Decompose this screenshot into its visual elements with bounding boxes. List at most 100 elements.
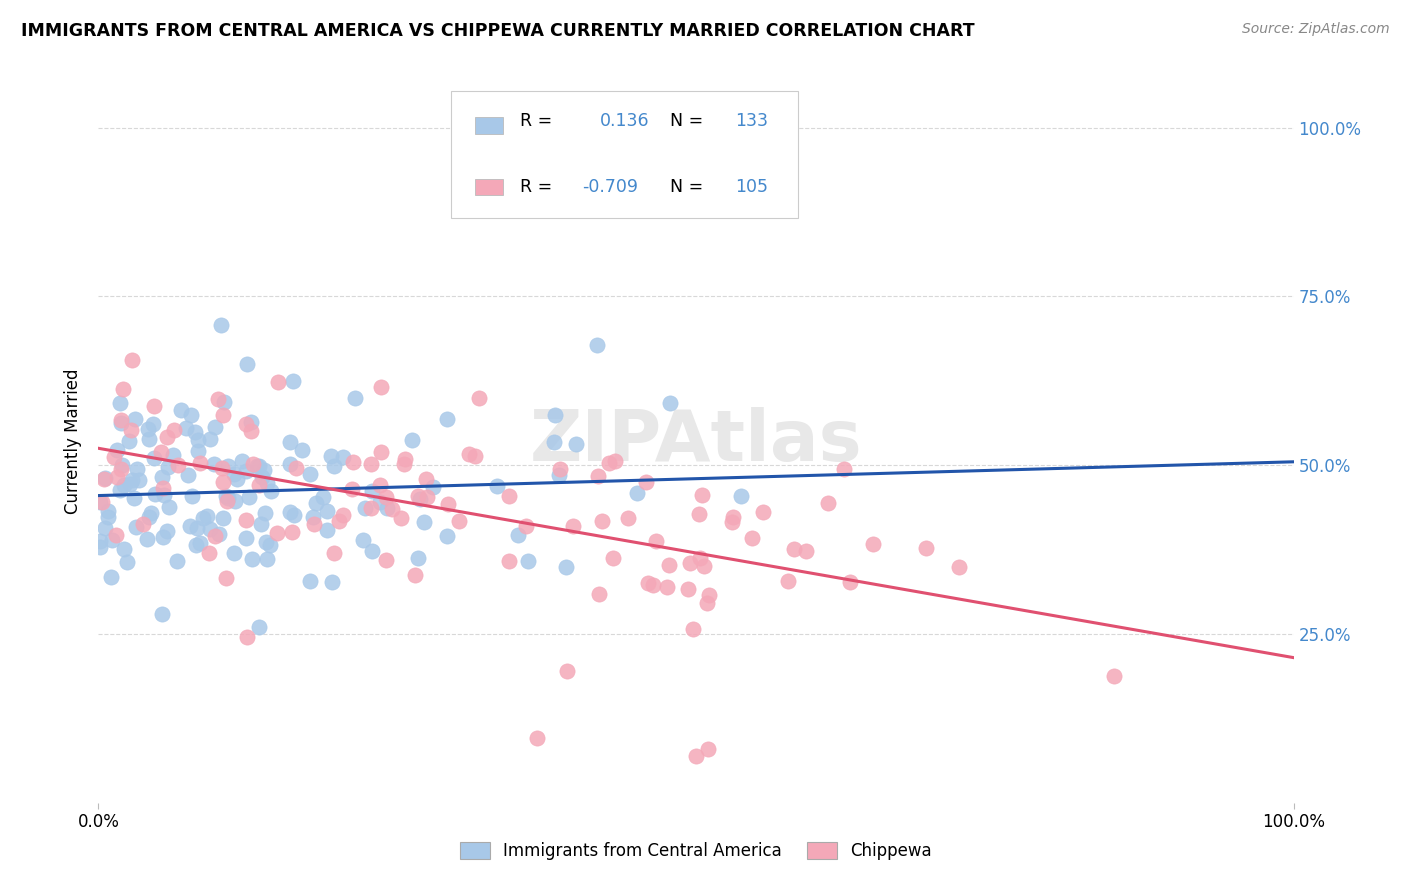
Point <box>105 442 128 457</box>
Point <box>121 353 143 368</box>
Point <box>564 437 586 451</box>
Point <box>404 568 426 582</box>
Point <box>247 619 270 633</box>
Text: R =: R = <box>520 178 558 195</box>
Point <box>101 533 124 547</box>
Point <box>135 533 157 547</box>
Point <box>242 458 264 472</box>
Point <box>91 495 114 509</box>
Point <box>143 399 166 413</box>
Point <box>204 529 226 543</box>
Point <box>112 541 135 556</box>
Point <box>224 493 246 508</box>
Point <box>298 467 321 481</box>
Point <box>340 482 363 496</box>
Point <box>817 496 839 510</box>
Point <box>198 522 221 536</box>
Point <box>112 478 135 492</box>
Point <box>93 472 115 486</box>
Point <box>187 433 209 447</box>
Point <box>188 456 211 470</box>
Point <box>468 391 491 405</box>
Point <box>291 442 314 457</box>
Point <box>547 468 569 483</box>
Point <box>163 424 186 438</box>
Point <box>655 580 678 594</box>
Point <box>353 501 375 516</box>
Point <box>215 489 238 503</box>
Point <box>370 380 392 394</box>
Point <box>105 469 128 483</box>
Point <box>598 456 620 470</box>
Point <box>321 574 343 589</box>
Point <box>256 552 278 566</box>
Point <box>278 434 301 449</box>
Point <box>239 424 262 438</box>
Point <box>415 472 437 486</box>
Point <box>280 505 302 519</box>
Point <box>617 511 640 525</box>
Point <box>360 457 382 471</box>
Point <box>374 553 396 567</box>
Point <box>315 523 337 537</box>
Point <box>794 544 817 558</box>
Point <box>138 509 160 524</box>
Legend: Immigrants from Central America, Chippewa: Immigrants from Central America, Chippew… <box>453 835 939 867</box>
Point <box>211 511 233 525</box>
Point <box>188 535 211 549</box>
Point <box>176 421 198 435</box>
Point <box>464 449 486 463</box>
Point <box>235 513 257 527</box>
Point <box>152 530 174 544</box>
Point <box>636 475 658 490</box>
Point <box>212 475 235 489</box>
Point <box>408 491 430 506</box>
Point <box>209 318 232 332</box>
Point <box>637 575 659 590</box>
Point <box>332 450 354 465</box>
Point <box>682 622 704 636</box>
Point <box>111 458 134 472</box>
Point <box>689 550 711 565</box>
Point <box>208 527 231 541</box>
Point <box>370 495 392 509</box>
Text: 105: 105 <box>735 178 769 195</box>
Point <box>375 500 398 515</box>
Point <box>752 505 775 519</box>
Point <box>110 461 132 475</box>
Point <box>690 488 713 502</box>
Point <box>544 409 567 423</box>
Point <box>360 501 382 516</box>
Point <box>283 374 305 388</box>
Point <box>170 402 193 417</box>
Point <box>555 665 578 679</box>
Point <box>381 502 404 516</box>
Point <box>915 541 938 555</box>
Point <box>184 538 207 552</box>
Point <box>447 514 470 528</box>
Point <box>166 458 188 472</box>
Point <box>406 551 429 566</box>
Point <box>162 448 184 462</box>
Point <box>247 459 270 474</box>
Point <box>389 511 412 525</box>
Point <box>235 417 257 431</box>
Point <box>602 551 624 566</box>
Text: -0.709: -0.709 <box>582 178 638 195</box>
Point <box>250 469 273 483</box>
Point <box>406 489 429 503</box>
FancyBboxPatch shape <box>475 118 503 134</box>
Point <box>122 491 145 506</box>
Point <box>246 458 269 473</box>
Point <box>110 413 132 427</box>
FancyBboxPatch shape <box>475 179 503 195</box>
Point <box>97 504 120 518</box>
Point <box>156 524 179 539</box>
Point <box>548 462 571 476</box>
Point <box>191 510 214 524</box>
Point <box>217 491 239 505</box>
Point <box>141 417 163 431</box>
Text: Source: ZipAtlas.com: Source: ZipAtlas.com <box>1241 22 1389 37</box>
Point <box>321 450 343 464</box>
Point <box>143 487 166 501</box>
